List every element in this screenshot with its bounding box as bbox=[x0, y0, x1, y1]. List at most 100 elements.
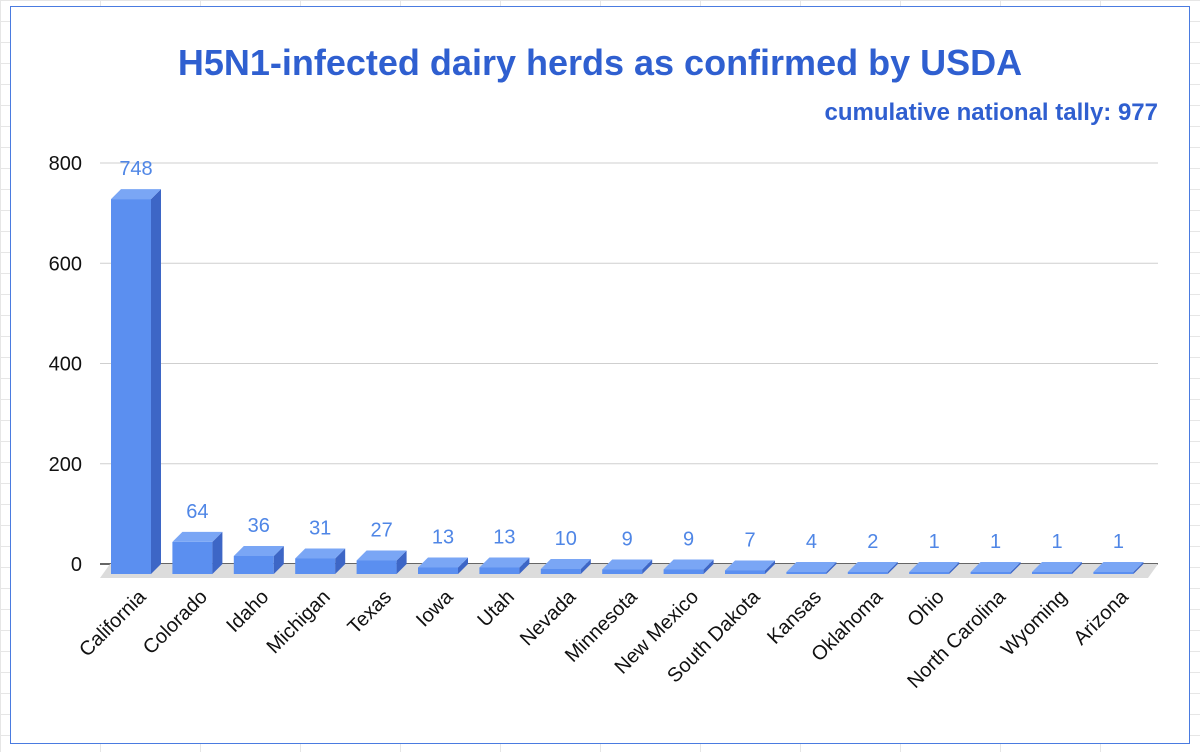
bar bbox=[602, 559, 653, 574]
bar bbox=[909, 562, 960, 574]
bar-side bbox=[703, 559, 714, 574]
data-label: 2 bbox=[867, 531, 878, 553]
y-tick-label: 800 bbox=[49, 153, 82, 175]
bar-side bbox=[212, 531, 223, 574]
y-tick-label: 400 bbox=[49, 354, 82, 376]
bar-side bbox=[519, 557, 530, 574]
bar-top bbox=[786, 561, 837, 572]
bar-top bbox=[111, 189, 161, 200]
bar-top bbox=[356, 550, 407, 561]
bar bbox=[663, 559, 714, 574]
chart-title: H5N1-infected dairy herds as confirmed b… bbox=[177, 42, 1023, 83]
bar-top bbox=[602, 559, 653, 570]
bar-side bbox=[335, 548, 346, 574]
bar-front bbox=[233, 555, 274, 574]
bar-top bbox=[295, 548, 346, 559]
data-label: 7 bbox=[744, 529, 755, 551]
bar-front bbox=[970, 572, 1011, 574]
data-label: 9 bbox=[622, 528, 633, 550]
bar-top bbox=[909, 562, 960, 572]
x-tick-label: Ohio bbox=[903, 586, 948, 631]
bar-side bbox=[1072, 562, 1082, 574]
y-tick-label: 0 bbox=[71, 554, 82, 576]
data-label: 9 bbox=[683, 528, 694, 550]
chart-container bbox=[10, 6, 1190, 744]
bar-side bbox=[1010, 562, 1021, 574]
bar bbox=[356, 550, 407, 574]
y-axis-ticks: 0 200 400 600 800 bbox=[49, 153, 82, 576]
y-tick-label: 600 bbox=[49, 253, 82, 275]
bar-front bbox=[479, 567, 520, 574]
bar-side bbox=[580, 558, 591, 574]
bar-front bbox=[602, 569, 643, 574]
bar bbox=[725, 560, 775, 574]
bar-front bbox=[418, 567, 458, 574]
bar-top bbox=[1093, 562, 1144, 572]
data-label: 1 bbox=[1051, 531, 1062, 553]
bar-front bbox=[111, 199, 151, 574]
x-tick-label: Kansas bbox=[763, 586, 826, 649]
bar-top bbox=[970, 562, 1021, 572]
bar bbox=[970, 562, 1021, 574]
gridlines bbox=[100, 162, 1158, 565]
bar bbox=[540, 558, 591, 574]
bar-front bbox=[172, 541, 213, 574]
data-label: 13 bbox=[493, 526, 515, 548]
data-label: 4 bbox=[806, 531, 817, 553]
x-tick-label: Utah bbox=[474, 586, 519, 631]
data-label: 1 bbox=[929, 531, 940, 553]
bar bbox=[786, 561, 837, 574]
x-tick-label: Wyoming bbox=[997, 586, 1071, 660]
bar-front bbox=[663, 569, 704, 574]
bar-top bbox=[663, 559, 714, 570]
bar-front bbox=[725, 570, 765, 574]
bar bbox=[295, 548, 346, 574]
data-label: 748 bbox=[119, 158, 152, 180]
bar-front bbox=[786, 571, 827, 574]
y-tick-label: 200 bbox=[49, 454, 82, 476]
x-tick-label: California bbox=[75, 585, 151, 661]
bar-side bbox=[458, 557, 468, 574]
bars bbox=[111, 189, 1144, 574]
bar bbox=[847, 562, 898, 574]
data-label: 64 bbox=[186, 501, 208, 523]
bar-side bbox=[273, 545, 284, 574]
bar-front bbox=[847, 572, 888, 574]
bar-front bbox=[540, 568, 581, 574]
chart-subtitle: cumulative national tally: 977 bbox=[824, 99, 1158, 126]
bar-side bbox=[826, 561, 837, 574]
bar-top bbox=[418, 557, 468, 568]
bar-top bbox=[233, 545, 284, 556]
data-labels: 748 64 36 31 27 13 13 10 9 9 7 4 2 1 1 1 1 bbox=[119, 158, 1124, 553]
data-label: 1 bbox=[1113, 531, 1124, 553]
data-label: 31 bbox=[309, 517, 331, 539]
x-tick-label: Arizona bbox=[1069, 585, 1133, 649]
x-tick-label: Texas bbox=[344, 586, 397, 639]
bar bbox=[479, 557, 530, 574]
bar-top bbox=[1032, 562, 1082, 572]
data-label: 27 bbox=[370, 519, 392, 541]
bar-top bbox=[172, 531, 223, 542]
bar-top bbox=[847, 562, 898, 572]
bar-side bbox=[1133, 562, 1144, 574]
x-tick-label: Iowa bbox=[412, 585, 458, 631]
bar bbox=[1093, 562, 1144, 574]
data-label: 36 bbox=[248, 515, 270, 537]
bar bbox=[418, 557, 468, 574]
bar-front bbox=[909, 572, 950, 574]
bar-side bbox=[765, 560, 775, 574]
bar-front bbox=[295, 558, 336, 574]
bar bbox=[111, 189, 161, 574]
data-label: 13 bbox=[432, 526, 454, 548]
x-tick-label: Idaho bbox=[222, 586, 273, 637]
bar-front bbox=[356, 560, 397, 574]
bar-side bbox=[642, 559, 653, 574]
data-label: 1 bbox=[990, 531, 1001, 553]
bar-front bbox=[1032, 572, 1072, 574]
bar-top bbox=[725, 560, 775, 571]
x-tick-label: Colorado bbox=[139, 586, 212, 659]
bar bbox=[1032, 562, 1082, 574]
bar-side bbox=[887, 562, 898, 574]
